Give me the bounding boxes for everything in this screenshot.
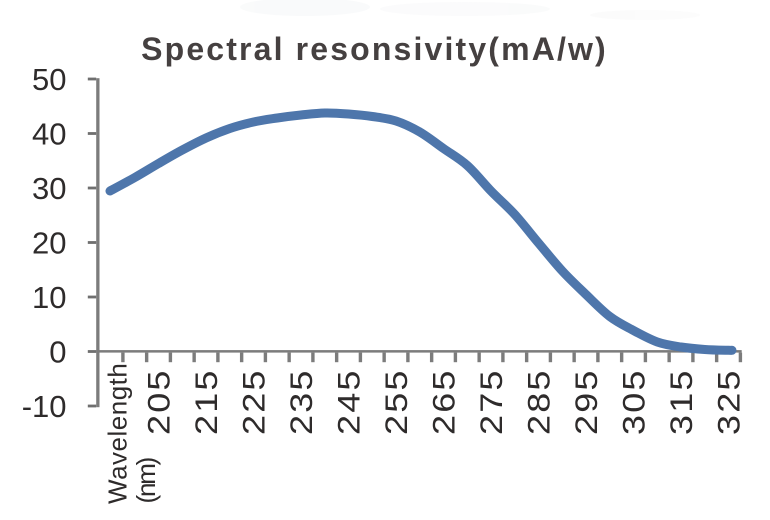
svg-text:0: 0	[49, 335, 66, 370]
svg-text:255: 255	[379, 368, 415, 435]
svg-text:225: 225	[236, 368, 272, 435]
svg-text:215: 215	[189, 368, 225, 435]
svg-text:(nm): (nm)	[131, 457, 161, 503]
svg-text:30: 30	[32, 171, 66, 206]
svg-text:40: 40	[32, 117, 66, 152]
svg-text:Spectral resonsivity(mA/w): Spectral resonsivity(mA/w)	[141, 31, 608, 67]
svg-text:-10: -10	[22, 389, 67, 424]
svg-text:Wavelength: Wavelength	[103, 363, 133, 504]
svg-text:305: 305	[616, 368, 652, 435]
svg-text:295: 295	[569, 368, 605, 435]
svg-text:285: 285	[521, 368, 557, 435]
svg-text:50: 50	[32, 62, 66, 97]
svg-text:235: 235	[284, 368, 320, 435]
svg-text:265: 265	[426, 368, 462, 435]
svg-text:325: 325	[711, 368, 747, 435]
svg-text:275: 275	[474, 368, 510, 435]
svg-text:245: 245	[331, 368, 367, 435]
svg-text:315: 315	[664, 368, 700, 435]
svg-text:20: 20	[32, 226, 66, 261]
svg-text:205: 205	[141, 368, 177, 435]
svg-text:10: 10	[32, 280, 66, 315]
